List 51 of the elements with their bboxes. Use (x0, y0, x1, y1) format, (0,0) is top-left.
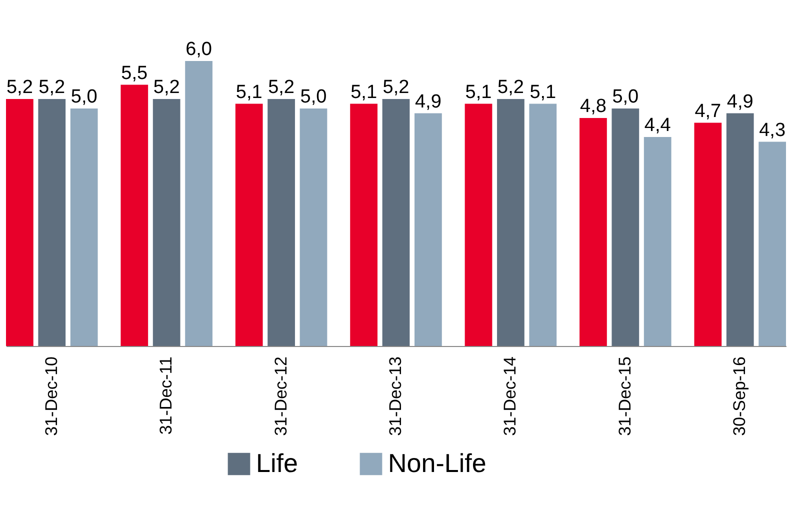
bar (414, 113, 442, 346)
bar (6, 99, 34, 346)
x-tick-label: 31-Dec-13 (386, 356, 405, 436)
data-label: 5,5 (121, 62, 148, 84)
bar (300, 108, 328, 346)
legend-label: Non-Life (388, 448, 486, 478)
legend-label: Life (256, 448, 298, 478)
x-tick-label: 31-Dec-14 (500, 356, 520, 436)
bar (644, 137, 672, 346)
x-tick-label: 31-Dec-15 (615, 356, 634, 436)
data-label: 5,2 (382, 77, 410, 98)
data-label: 5,1 (530, 82, 556, 103)
bar (612, 108, 640, 346)
data-label: 5,0 (612, 86, 639, 108)
bar (350, 104, 378, 346)
data-label: 5,2 (6, 77, 33, 98)
data-label: 5,1 (350, 82, 378, 103)
bar (70, 108, 98, 346)
data-label: 6,0 (186, 39, 212, 60)
bar (694, 122, 722, 346)
data-label: 5,1 (465, 82, 492, 103)
bar (38, 99, 66, 346)
bar (268, 99, 295, 346)
data-label: 5,1 (236, 82, 262, 103)
data-label: 4,8 (580, 96, 606, 117)
bar (580, 118, 607, 346)
bar (529, 104, 557, 346)
data-label: 5,2 (497, 77, 524, 98)
data-label: 4,3 (759, 120, 786, 141)
data-label: 4,9 (726, 91, 754, 112)
bar (382, 99, 410, 346)
x-tick-label: 30-Sep-16 (730, 356, 750, 436)
x-tick-label: 31-Dec-10 (42, 356, 61, 436)
data-label: 4,9 (414, 91, 442, 112)
data-label: 5,2 (153, 77, 180, 98)
data-label: 4,4 (644, 115, 672, 136)
bar (726, 113, 754, 346)
data-label: 5,2 (38, 77, 66, 98)
bar (758, 142, 786, 346)
x-tick-label: 31-Dec-11 (156, 356, 176, 435)
bar (152, 99, 180, 346)
bar (185, 61, 212, 346)
bar (497, 99, 524, 346)
x-tick-label: 31-Dec-12 (271, 356, 290, 436)
data-label: 4,7 (694, 100, 722, 122)
bar (464, 104, 492, 346)
bar (235, 104, 263, 346)
data-label: 5,2 (268, 77, 295, 98)
data-label: 5,0 (70, 86, 98, 108)
data-label: 5,0 (300, 86, 327, 108)
bar (120, 84, 148, 346)
